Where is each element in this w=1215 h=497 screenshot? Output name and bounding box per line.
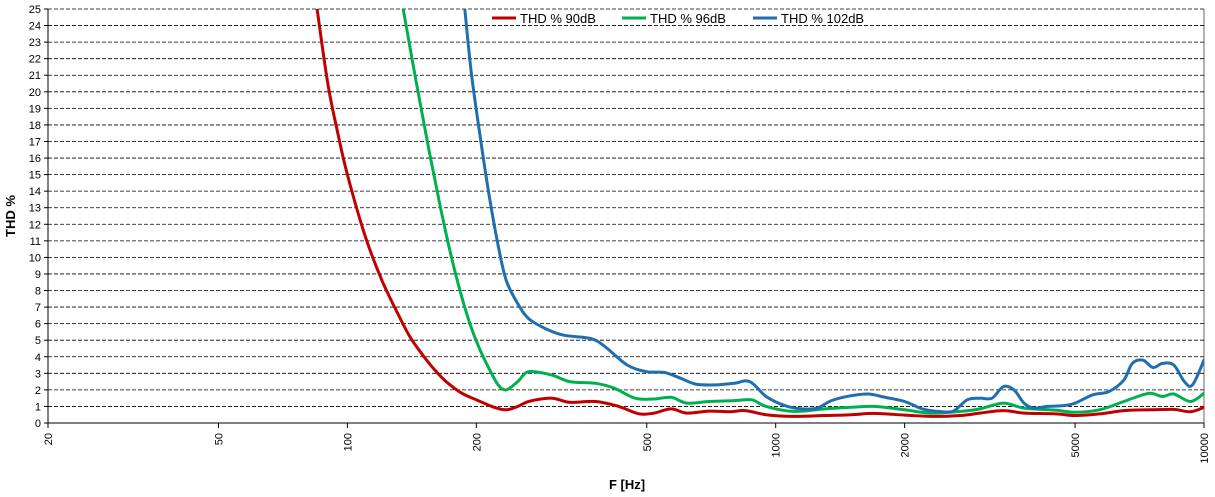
y-tick-label: 6 [35, 319, 41, 331]
y-tick-label: 5 [35, 335, 41, 347]
y-tick-label: 2 [35, 385, 41, 397]
legend-label: THD % 96dB [650, 11, 726, 26]
y-tick-label: 0 [35, 418, 41, 430]
y-axis-label: THD % [3, 195, 18, 237]
x-tick-label: 5000 [1070, 433, 1082, 457]
y-tick-label: 18 [29, 120, 41, 132]
x-tick-label: 2000 [900, 433, 912, 457]
x-tick-label: 500 [642, 433, 654, 451]
y-tick-label: 21 [29, 70, 41, 82]
y-tick-label: 12 [29, 219, 41, 231]
y-tick-label: 24 [29, 21, 41, 33]
y-tick-label: 19 [29, 103, 41, 115]
legend-label: THD % 102dB [781, 11, 864, 26]
legend-label: THD % 90dB [520, 11, 596, 26]
y-tick-label: 20 [29, 87, 41, 99]
series-line-1 [315, 9, 1204, 418]
y-tick-label: 3 [35, 368, 41, 380]
x-tick-label: 1000 [771, 433, 783, 457]
y-tick-label: 17 [29, 136, 41, 148]
y-tick-label: 10 [29, 252, 41, 264]
data-series [315, 9, 1204, 418]
axes [44, 8, 1205, 428]
y-tick-label: 15 [29, 170, 41, 182]
x-tick-labels: 20 50 100 200 500 1000 2000 5000 10000 [43, 433, 1211, 464]
series-line-3 [463, 9, 1204, 414]
x-tick-label: 100 [342, 433, 354, 451]
y-tick-label: 9 [35, 269, 41, 281]
series-line-2 [401, 9, 1204, 415]
y-tick-label: 11 [30, 236, 41, 248]
y-tick-label: 22 [29, 54, 41, 66]
y-tick-label: 8 [35, 286, 41, 298]
x-tick-label: 200 [471, 433, 483, 451]
y-tick-label: 25 [29, 4, 41, 16]
grid-lines [48, 8, 1204, 407]
y-tick-label: 7 [35, 302, 41, 314]
x-tick-label: 20 [43, 433, 55, 445]
legend: THD % 90dB THD % 96dB THD % 102dB [492, 11, 864, 26]
y-tick-label: 23 [29, 37, 41, 49]
y-tick-label: 16 [29, 153, 41, 165]
y-tick-label: 1 [35, 401, 41, 413]
x-tick-label: 50 [213, 433, 225, 445]
y-tick-label: 4 [35, 352, 41, 364]
y-tick-labels: 0123456789101112131415161718192021222324… [29, 4, 41, 430]
x-axis-label: F [Hz] [609, 477, 645, 492]
y-tick-label: 13 [29, 203, 41, 215]
y-tick-label: 14 [29, 186, 41, 198]
x-tick-label: 10000 [1199, 433, 1211, 464]
